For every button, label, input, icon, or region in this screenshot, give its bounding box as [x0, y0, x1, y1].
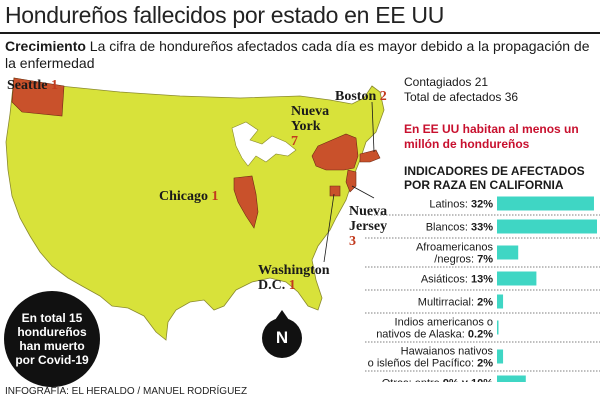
state-dc [329, 185, 341, 197]
stat-contagiados: Contagiados 21 [404, 75, 489, 89]
city-seattle-name: Seattle [7, 78, 48, 93]
bar-label-seg-3.1: 13% [471, 274, 493, 286]
city-nueva-york: Nueva York 7 [291, 104, 329, 149]
city-washington-name1: Washington [258, 263, 330, 278]
city-boston-name: Boston [335, 89, 377, 104]
page-title: Hondureños fallecidos por estado en EE U… [5, 2, 445, 28]
bar-7 [497, 375, 526, 382]
compass-arrow-icon [275, 310, 289, 320]
callout-nj [351, 185, 375, 199]
callout-dc [323, 193, 335, 263]
bar-label-1-line-0: Blancos: 33% [426, 222, 493, 234]
bar-label-2-line-1: /negros: 7% [434, 254, 493, 266]
state-new-york [311, 133, 359, 171]
total-deaths-badge: En total 15 hondureños han muerto por Co… [4, 291, 100, 387]
bar-label-seg-6.2: 2% [477, 358, 493, 370]
bar-label-seg-7.0: Otros: entre [382, 378, 443, 383]
race-bar-chart: Latinos: 32%Blancos: 33%Afroamericanos/n… [365, 196, 600, 383]
usa-land [5, 77, 385, 341]
bar-label-5-line-1: nativos de Alaska: 0.2% [376, 329, 493, 341]
bar-label-seg-0.1: 32% [471, 199, 493, 211]
city-washington-count: 1 [288, 278, 296, 293]
compass-label: N [275, 328, 289, 347]
bar-2 [497, 245, 519, 260]
stat-total-afectados: Total de afectados 36 [404, 90, 519, 104]
bar-label-seg-6.0: Hawaianos nativos [401, 346, 494, 358]
bar-label-seg-2.2: 7% [477, 254, 493, 266]
bar-label-seg-4.0: Multirracial: [418, 297, 477, 309]
city-seattle-count: 1 [50, 78, 58, 93]
city-nueva-york-name2: York [291, 119, 321, 134]
bar-label-seg-3.0: Asiáticos: [421, 274, 471, 286]
callout-boston [371, 101, 375, 153]
great-lakes [231, 121, 297, 167]
bar-label-7-line-0: Otros: entre 9% y 10% [382, 378, 494, 383]
bar-label-seg-2.1: /negros: [434, 254, 477, 266]
bar-label-seg-6.1: o isleños del Pacífico: [368, 358, 477, 370]
bar-label-4-line-0: Multirracial: 2% [418, 297, 493, 309]
city-boston: Boston 2 [335, 89, 387, 104]
bar-4 [497, 294, 504, 309]
bar-label-5-line-0: Indios americanos o [395, 317, 493, 329]
bar-label-6-line-0: Hawaianos nativos [401, 346, 494, 358]
city-washington: Washington D.C. 1 [258, 263, 330, 293]
city-chicago: Chicago 1 [159, 189, 219, 204]
bar-0 [497, 196, 594, 211]
city-seattle: Seattle 1 [7, 78, 58, 93]
state-washington [11, 77, 65, 117]
compass: N [262, 310, 302, 358]
population-note: En EE UU habitan al menos un millón de h… [404, 122, 579, 151]
bar-label-0-line-0: Latinos: 32% [429, 199, 493, 211]
city-boston-count: 2 [379, 89, 387, 104]
city-nueva-york-name1: Nueva [291, 104, 330, 119]
city-washington-name2: D.C. [258, 278, 286, 293]
title-divider [0, 32, 600, 34]
bar-label-3-line-0: Asiáticos: 13% [421, 274, 493, 286]
bar-label-seg-5.0: Indios americanos o [395, 317, 493, 329]
bar-6 [497, 349, 504, 364]
city-nueva-jersey-count: 3 [349, 234, 356, 249]
subtitle-bold: Crecimiento [5, 38, 86, 54]
subtitle: Crecimiento La cifra de hondureños afect… [5, 38, 595, 72]
credit-line: INFOGRAFÍA: EL HERALDO / MANUEL RODRÍGUE… [5, 386, 248, 397]
bar-label-seg-7.1: 9% y 10% [443, 378, 493, 383]
city-chicago-name: Chicago [159, 189, 208, 204]
bar-label-seg-1.1: 33% [471, 222, 493, 234]
city-nueva-york-count: 7 [291, 134, 298, 149]
bar-label-seg-5.2: 0.2% [468, 329, 493, 341]
state-illinois [233, 175, 259, 229]
bar-1 [497, 219, 597, 234]
city-nueva-jersey-name2: Jersey [349, 219, 388, 234]
bar-label-seg-5.1: nativos de Alaska: [376, 329, 468, 341]
bar-label-seg-0.0: Latinos: [429, 199, 471, 211]
bar-5 [497, 320, 499, 335]
bar-label-6-line-1: o isleños del Pacífico: 2% [368, 358, 494, 370]
bar-label-seg-1.0: Blancos: [426, 222, 471, 234]
us-map [5, 77, 385, 341]
stats-block: Contagiados 21 Total de afectados 36 [404, 75, 598, 105]
city-chicago-count: 1 [211, 189, 219, 204]
subtitle-text: La cifra de hondureños afectados cada dí… [5, 38, 590, 71]
chart-title: INDICADORES DE AFECTADOS POR RAZA EN CAL… [404, 164, 585, 192]
bar-label-seg-2.0: Afroamericanos [416, 242, 494, 254]
bar-label-2-line-0: Afroamericanos [416, 242, 494, 254]
bar-3 [497, 271, 537, 286]
state-massachusetts [359, 149, 381, 163]
bar-label-seg-4.1: 2% [477, 297, 493, 309]
